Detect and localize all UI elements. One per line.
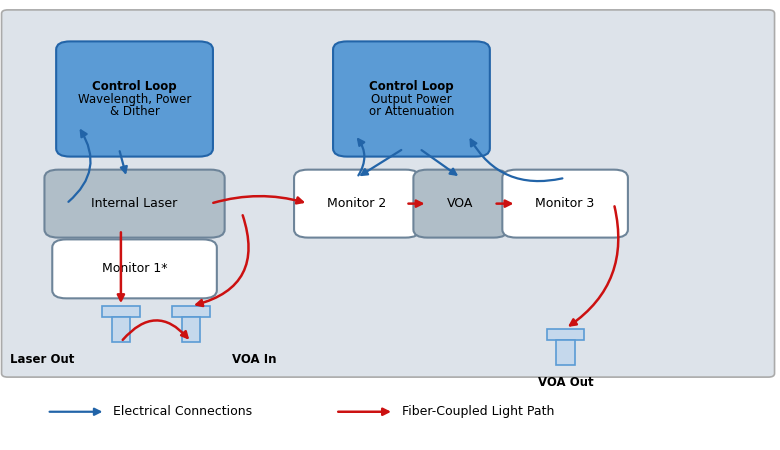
Text: Laser Out: Laser Out: [9, 353, 74, 366]
Bar: [172, 306, 210, 317]
Text: Monitor 2: Monitor 2: [328, 197, 386, 210]
Text: Internal Laser: Internal Laser: [91, 197, 178, 210]
FancyBboxPatch shape: [413, 170, 508, 238]
Text: Electrical Connections: Electrical Connections: [113, 405, 252, 418]
Bar: [102, 306, 140, 317]
Text: VOA Out: VOA Out: [537, 376, 594, 389]
Bar: [182, 317, 200, 342]
FancyBboxPatch shape: [56, 41, 213, 157]
Text: VOA: VOA: [448, 197, 473, 210]
Text: Monitor 3: Monitor 3: [536, 197, 594, 210]
Text: Fiber-Coupled Light Path: Fiber-Coupled Light Path: [402, 405, 554, 418]
Text: & Dither: & Dither: [110, 105, 159, 118]
Bar: [556, 340, 575, 364]
Text: or Attenuation: or Attenuation: [369, 105, 454, 118]
FancyBboxPatch shape: [502, 170, 628, 238]
Text: Wavelength, Power: Wavelength, Power: [78, 93, 191, 105]
Bar: [112, 317, 130, 342]
Text: Output Power: Output Power: [371, 93, 452, 105]
Bar: [547, 328, 584, 340]
Text: Control Loop: Control Loop: [92, 80, 177, 93]
FancyBboxPatch shape: [294, 170, 420, 238]
Text: Control Loop: Control Loop: [369, 80, 454, 93]
FancyBboxPatch shape: [44, 170, 225, 238]
FancyBboxPatch shape: [333, 41, 490, 157]
Text: Monitor 1*: Monitor 1*: [102, 262, 167, 275]
Text: VOA In: VOA In: [232, 353, 277, 366]
FancyBboxPatch shape: [2, 10, 775, 377]
FancyBboxPatch shape: [52, 239, 217, 298]
